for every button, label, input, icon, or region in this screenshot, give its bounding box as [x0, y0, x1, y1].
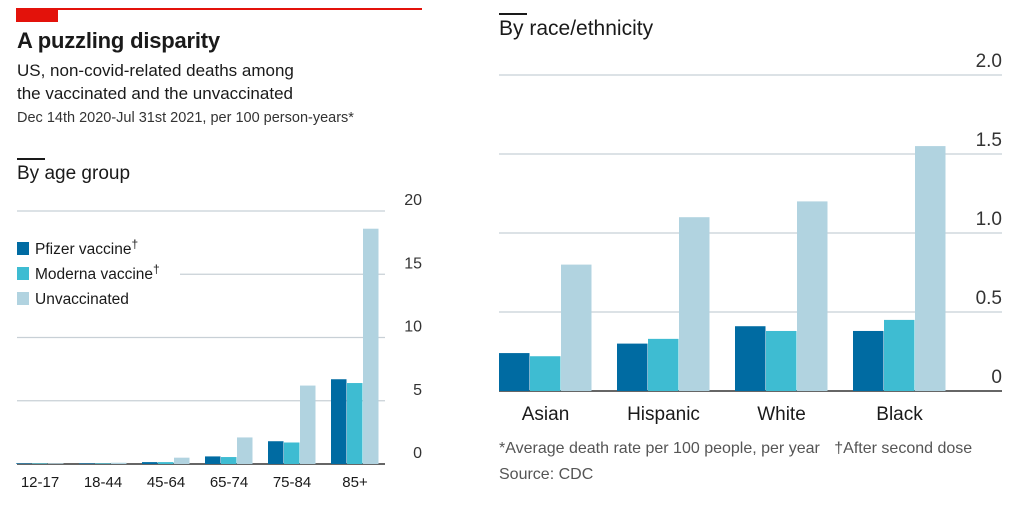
- y-tick-label: 0: [413, 445, 422, 462]
- bar-moderna-vaccine: [766, 330, 797, 391]
- footnote-star: *Average death rate per 100 people, per …: [499, 440, 820, 457]
- bar-moderna-vaccine: [32, 463, 48, 464]
- bar-pfizer-vaccine: [268, 441, 284, 464]
- bar-unvaccinated: [300, 385, 316, 464]
- bar-pfizer-vaccine: [205, 456, 221, 464]
- bar-pfizer-vaccine: [142, 462, 158, 464]
- age-panel-title: By age group: [17, 163, 131, 184]
- bar-moderna-vaccine: [884, 319, 915, 391]
- x-tick-label: 75-84: [273, 474, 311, 491]
- x-tick-label: Hispanic: [627, 404, 700, 425]
- x-tick-label: White: [757, 404, 806, 425]
- x-tick-label: Black: [876, 404, 923, 425]
- y-tick-label: 15: [404, 255, 422, 272]
- y-tick-label: 10: [404, 319, 422, 336]
- x-tick-label: Asian: [522, 404, 570, 425]
- y-tick-label: 20: [404, 192, 422, 209]
- x-tick-label: 18-44: [84, 474, 122, 491]
- bar-pfizer-vaccine: [853, 330, 884, 391]
- dagger-mark: †: [131, 237, 138, 251]
- y-tick-label: 1.5: [976, 130, 1002, 151]
- age-panel-rule: [17, 158, 45, 160]
- bar-moderna-vaccine: [95, 463, 111, 464]
- age-group-chart: 0 5 10 15 20 12-17 18-44 45-64 65-74 75-84 85+ Pfiz…: [15, 192, 422, 491]
- brand-tag: [16, 8, 58, 22]
- chart-subtitle-line-3: Dec 14th 2020-Jul 31st 2021, per 100 per…: [17, 110, 354, 126]
- x-tick-label: 12-17: [21, 474, 59, 491]
- legend-swatch-pfizer: [17, 242, 29, 255]
- race-panel-rule: [499, 13, 527, 15]
- footnote-dagger: †After second dose: [834, 440, 973, 457]
- bar-moderna-vaccine: [284, 442, 300, 464]
- bar-moderna-vaccine: [530, 356, 561, 391]
- bar-moderna-vaccine: [158, 462, 174, 464]
- bar-moderna-vaccine: [221, 457, 237, 464]
- chart-title: A puzzling disparity: [17, 28, 220, 53]
- legend-swatch-moderna: [17, 267, 29, 280]
- x-tick-label: 65-74: [210, 474, 248, 491]
- y-tick-label: 0: [991, 367, 1002, 388]
- legend-background: [15, 234, 180, 312]
- legend-label-pfizer: Pfizer vaccine†: [35, 237, 138, 258]
- bar-pfizer-vaccine: [617, 343, 648, 391]
- bar-moderna-vaccine: [347, 383, 363, 464]
- x-tick-label: 85+: [342, 474, 368, 491]
- x-tick-label: 45-64: [147, 474, 185, 491]
- y-tick-label: 5: [413, 382, 422, 399]
- race-ethnicity-chart: 0 0.5 1.0 1.5 2.0 Asian Hispanic White Black: [499, 51, 1002, 425]
- brand-rule: [16, 8, 422, 10]
- chart-subtitle-line-2: the vaccinated and the unvaccinated: [17, 84, 293, 103]
- bar-unvaccinated: [174, 457, 190, 464]
- y-tick-label: 1.0: [976, 209, 1002, 230]
- y-tick-label: 0.5: [976, 288, 1002, 309]
- bar-unvaccinated: [679, 217, 710, 391]
- footnote: *Average death rate per 100 people, per …: [499, 440, 972, 458]
- bar-moderna-vaccine: [648, 338, 679, 391]
- race-panel-title: By race/ethnicity: [499, 17, 654, 40]
- bar-unvaccinated: [797, 201, 828, 391]
- bar-pfizer-vaccine: [331, 379, 347, 464]
- bar-unvaccinated: [363, 228, 379, 464]
- bar-pfizer-vaccine: [16, 463, 32, 464]
- legend-label-unvaccinated: Unvaccinated: [35, 291, 129, 308]
- bar-pfizer-vaccine: [499, 353, 530, 391]
- chart-subtitle-line-1: US, non-covid-related deaths among: [17, 61, 294, 80]
- bar-unvaccinated: [111, 462, 127, 464]
- bar-unvaccinated: [561, 264, 592, 391]
- y-tick-label: 2.0: [976, 51, 1002, 72]
- source-note: Source: CDC: [499, 466, 594, 483]
- legend-label-moderna: Moderna vaccine†: [35, 262, 160, 283]
- bar-unvaccinated: [48, 463, 64, 464]
- bar-pfizer-vaccine: [735, 326, 766, 391]
- bar-pfizer-vaccine: [79, 463, 95, 464]
- bar-unvaccinated: [237, 437, 253, 464]
- bar-unvaccinated: [915, 146, 946, 391]
- dagger-mark: †: [153, 262, 160, 276]
- legend-swatch-unvaccinated: [17, 292, 29, 305]
